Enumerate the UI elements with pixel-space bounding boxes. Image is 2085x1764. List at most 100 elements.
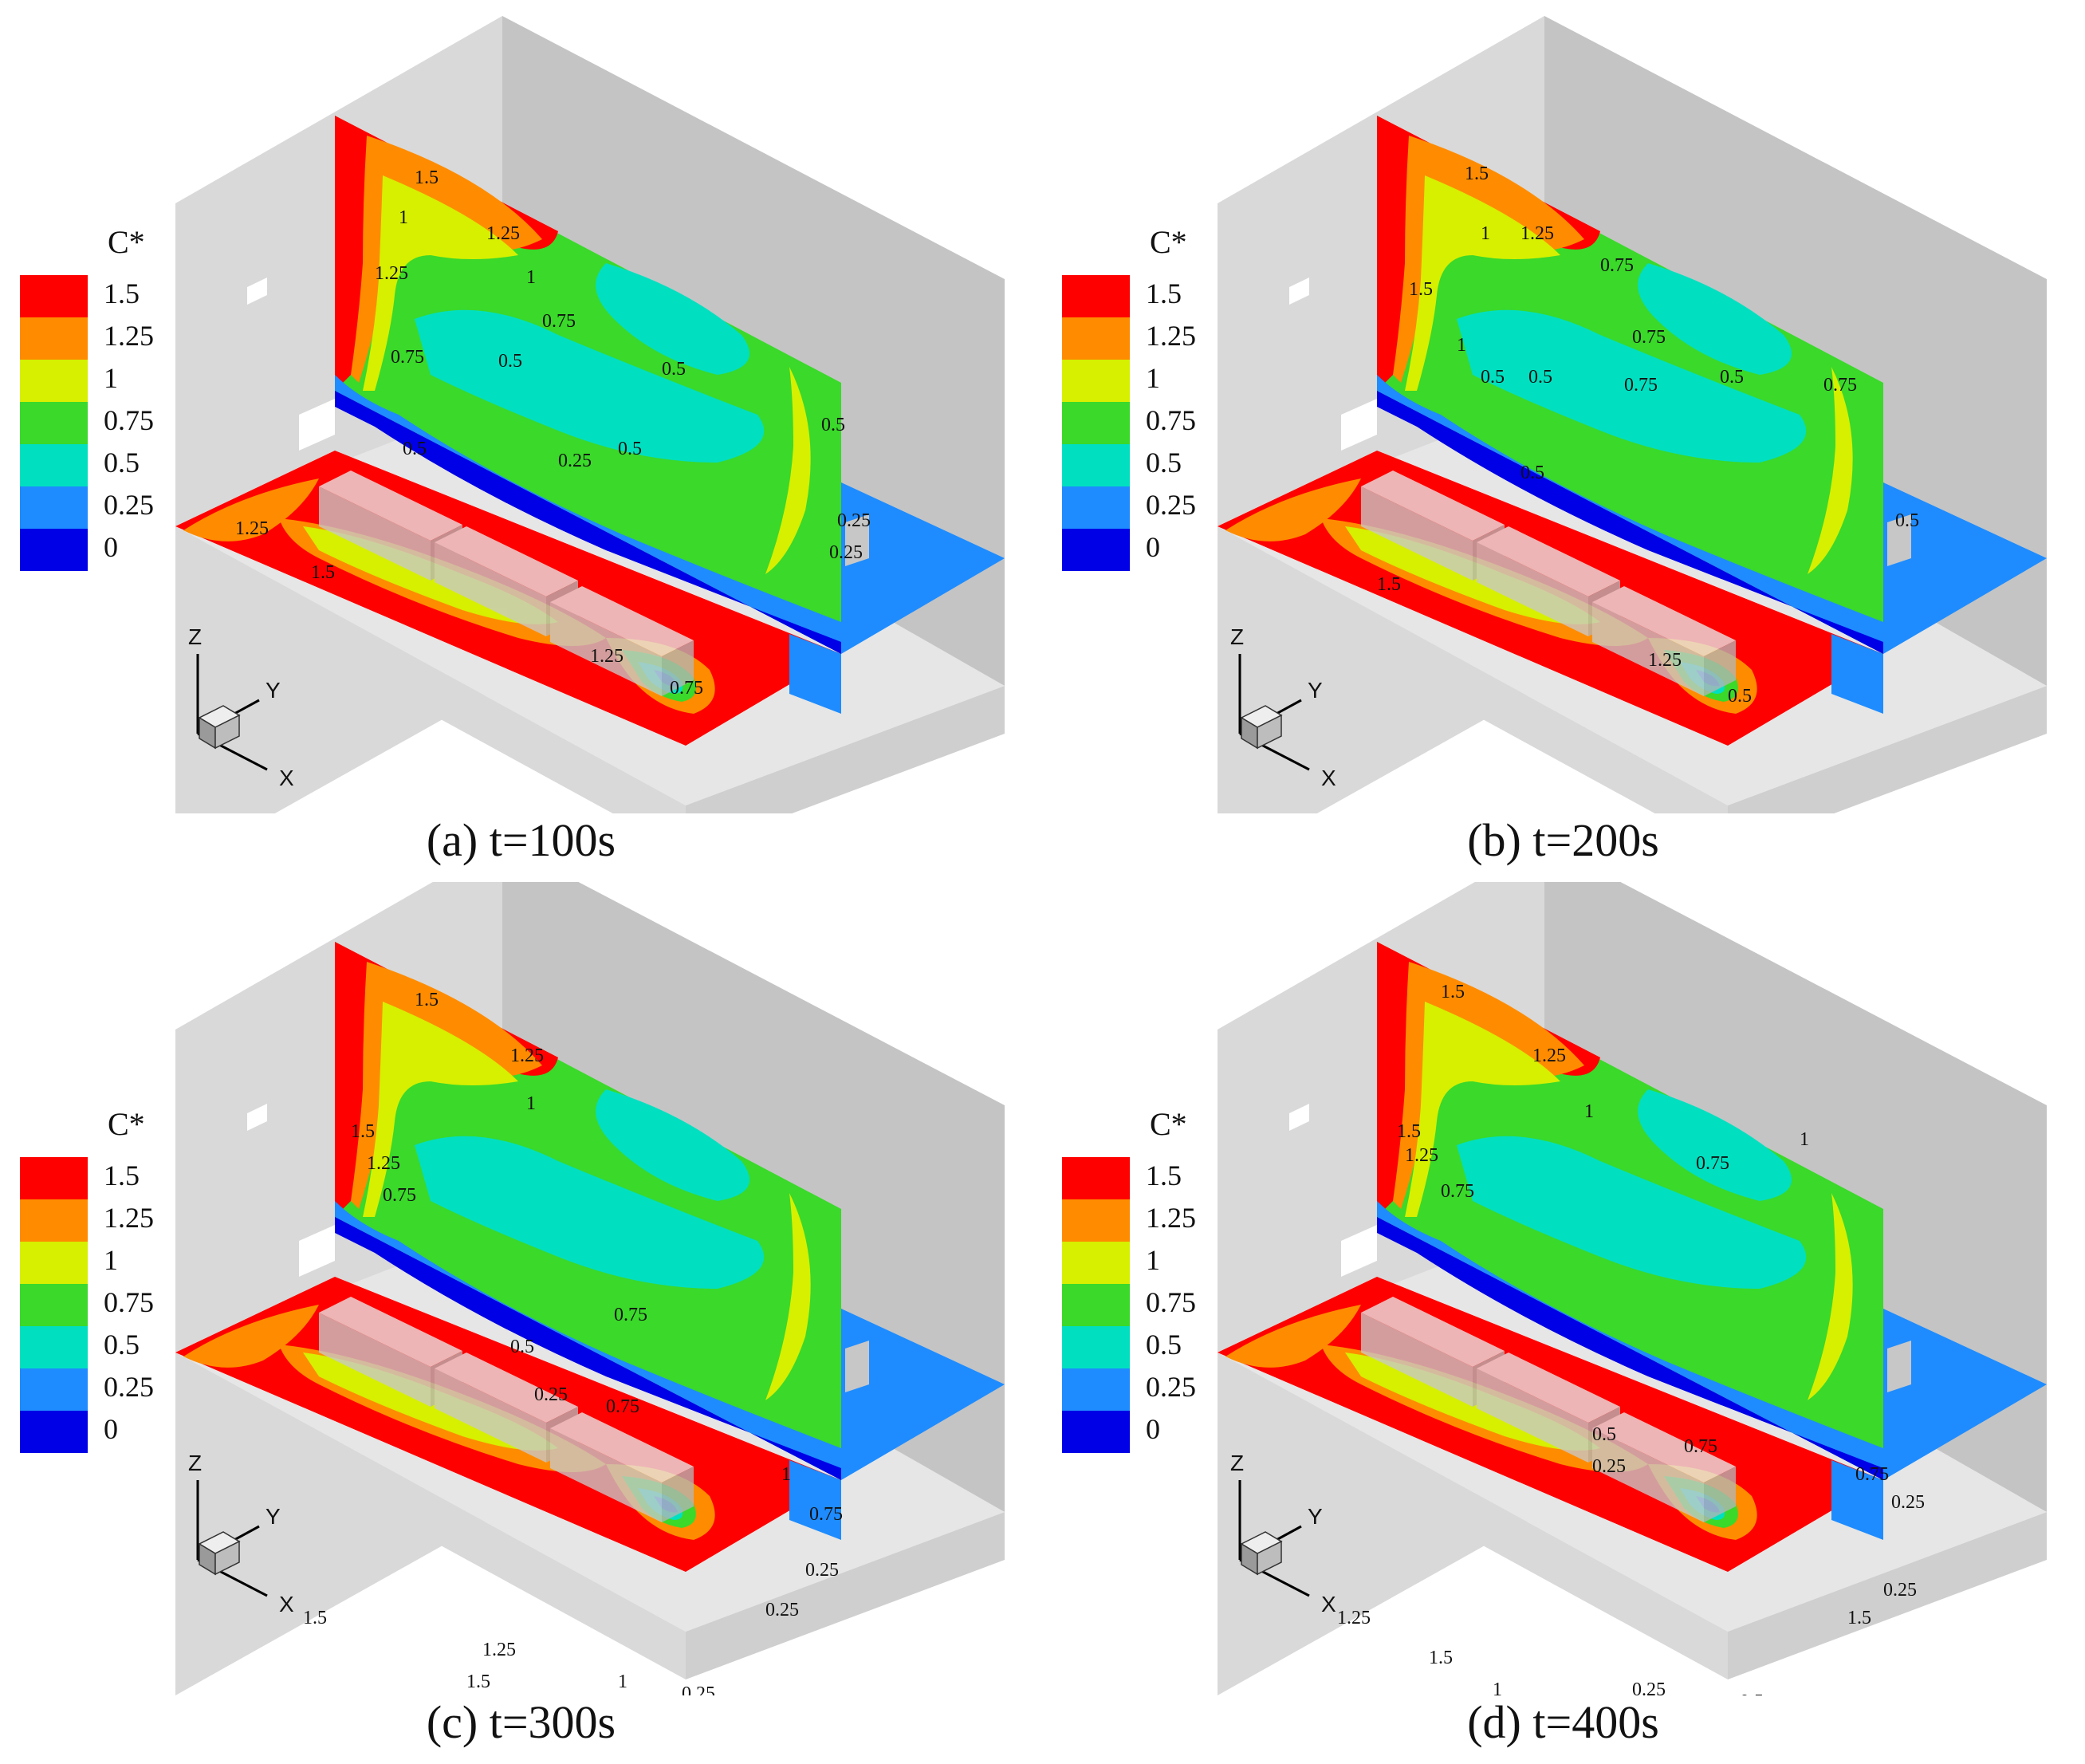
colorbar-swatch [1062, 317, 1130, 360]
equipment-box-front [1477, 542, 1588, 636]
room-right-lip [686, 1512, 1005, 1679]
region-darkblue [335, 1217, 841, 1480]
contour-labels: 1.5 1.25 1 1.5 1.25 0.75 0.75 0.5 0.25 0.75 1 0.75 0… [303, 990, 843, 1695]
vertical-contour-plane [1377, 942, 1883, 1480]
contour-label: 0.75 [1441, 1181, 1474, 1202]
wall-vent [1289, 1104, 1309, 1131]
scene-group: ZYX1.51.2511.51.250.750.7510.50.250.750.… [1218, 882, 2047, 1695]
contour-label: 1.5 [311, 562, 335, 583]
region-teal-upper [596, 263, 749, 375]
region-lightblue [335, 375, 841, 654]
contour-label: 0.25 [765, 1600, 799, 1620]
equipment-box-back [1887, 1341, 1911, 1392]
colorbar-label: 1 [1146, 362, 1160, 394]
region-teal [1457, 1136, 1807, 1289]
wall-opening [1341, 1225, 1377, 1277]
region-lightblue [1377, 375, 1883, 654]
colorbar-label: 0.5 [104, 1329, 140, 1360]
contour-label: 1.5 [1397, 1121, 1421, 1142]
colorbar-label: 0.75 [104, 404, 154, 436]
region-yellow [1405, 1002, 1560, 1217]
colorbar-title: C* [108, 1106, 145, 1142]
floor-region-orange [183, 478, 319, 541]
contour-label: 1.5 [1847, 1608, 1871, 1628]
floor-region-beyond [841, 1309, 1005, 1480]
scene-group: Z Y X 1.5 1 1.25 0.75 1.5 0.75 1 0.5 0.5 0.5 0.75 0.75… [1218, 16, 2047, 813]
axis-z-label: Z [188, 624, 202, 649]
region-lightblue [1377, 1201, 1883, 1480]
axis-x-label: X [279, 766, 294, 790]
contour-label: 1.25 [1337, 1608, 1371, 1628]
region-lightblue [335, 1201, 841, 1480]
colorbar-label: 1.5 [1146, 1160, 1182, 1191]
colorbar-label: 0 [104, 531, 118, 563]
colorbar-label: 0 [104, 1413, 118, 1445]
wall-vent [1289, 278, 1309, 305]
contour-label: 0.75 [383, 1185, 416, 1206]
colorbar-legend: C* 1.5 1.25 1 0.75 0.5 0.25 0 [1062, 215, 1253, 590]
region-yellow [363, 1002, 518, 1217]
contour-label: 0.75 [542, 311, 576, 332]
colorbar-swatch [1062, 486, 1130, 529]
contour-label: 0.75 [391, 347, 424, 368]
contour-label: 0.75 [614, 1305, 647, 1325]
equipment-box-front [319, 1313, 431, 1407]
panel-caption: (a) t=100s [426, 814, 616, 866]
equipment-box-front [435, 542, 546, 636]
colorbar-label: 0.75 [1146, 404, 1196, 436]
contour-label: 0.5 [618, 439, 642, 459]
floor-region-beyond [841, 482, 1005, 654]
contour-label: 1.25 [1648, 650, 1682, 671]
colorbar-label: 1.25 [1146, 1202, 1196, 1234]
axis-x-label: X [1321, 1592, 1336, 1616]
contour-label: 1 [1493, 1679, 1502, 1695]
equipment-box-top [1592, 1412, 1736, 1482]
colorbar-swatch [1062, 275, 1130, 317]
contour-labels: 1.5 1 1.25 1 1.25 0.75 0.75 0.5 0.5 0.5 0.25 0.5 0.5… [235, 167, 871, 699]
panel-caption: (b) t=200s [1467, 814, 1659, 866]
colorbar-label: 1 [104, 362, 118, 394]
axis-z-label: Z [1230, 1451, 1244, 1475]
equipment-box-front [1477, 1368, 1588, 1463]
colorbar-swatch [1062, 1326, 1130, 1368]
region-teal [415, 309, 765, 463]
floor-region-orange [1225, 1305, 1361, 1368]
region-yellow [363, 175, 518, 391]
colorbar-swatch [1062, 1411, 1130, 1453]
region-yellow [1405, 175, 1560, 391]
axis-y-label: Y [266, 678, 281, 703]
axis-y-label: Y [266, 1504, 281, 1529]
axis-x-label: X [1321, 766, 1336, 790]
contour-label: 1 [1584, 1101, 1594, 1122]
panel-a-scene: Z Y X 1.5 1 1.25 1 1.25 0.75 0.75 0.5 0.5 0.5 0.25 0.5… [175, 16, 1005, 813]
colorbar-swatch [20, 1411, 88, 1453]
vertical-plane-lower-edge [1831, 1460, 1883, 1540]
contour-label: 0.75 [606, 1396, 639, 1417]
contour-label: 0.75 [1823, 375, 1857, 396]
contour-label: 0.75 [1632, 327, 1666, 348]
wall-opening [299, 1225, 335, 1277]
equipment-box-top [319, 471, 462, 541]
contour-label: 1.5 [466, 1671, 490, 1692]
colorbar-swatch [1062, 402, 1130, 444]
equipment-box-top [550, 586, 694, 656]
contour-label: 1 [1800, 1129, 1809, 1150]
wall-opening [1341, 399, 1377, 451]
room-right-lip [1728, 1512, 2047, 1679]
contour-label: 1.5 [1377, 574, 1401, 595]
contour-label: 1 [399, 207, 408, 228]
contour-label: 0.25 [682, 1683, 715, 1695]
contour-label: 1 [1457, 335, 1466, 356]
contour-label: 1.25 [590, 646, 624, 667]
axis-triad: Z Y X [1230, 1451, 1336, 1616]
vertical-plane-lower-edge [1831, 634, 1883, 714]
colorbar-swatch [1062, 1368, 1130, 1411]
region-darkblue [335, 391, 841, 654]
colorbar-swatch [20, 360, 88, 402]
panel-d-scene: ZYX1.51.2511.51.250.750.7510.50.250.750.… [1218, 882, 2047, 1695]
axis-triad: Z Y X [1230, 624, 1336, 790]
contour-label: 1.5 [1429, 1648, 1453, 1668]
scene-group: Z Y X 1.5 1 1.25 1 1.25 0.75 0.75 0.5 0.5 0.5 0.25 0.5… [175, 16, 1005, 813]
colorbar-label: 1.5 [104, 1160, 140, 1191]
panel-c: Z Y X 1.5 1.25 1 1.5 1.25 0.75 0.75 0.5 0.25 0.75 1 0.… [0, 882, 1042, 1764]
